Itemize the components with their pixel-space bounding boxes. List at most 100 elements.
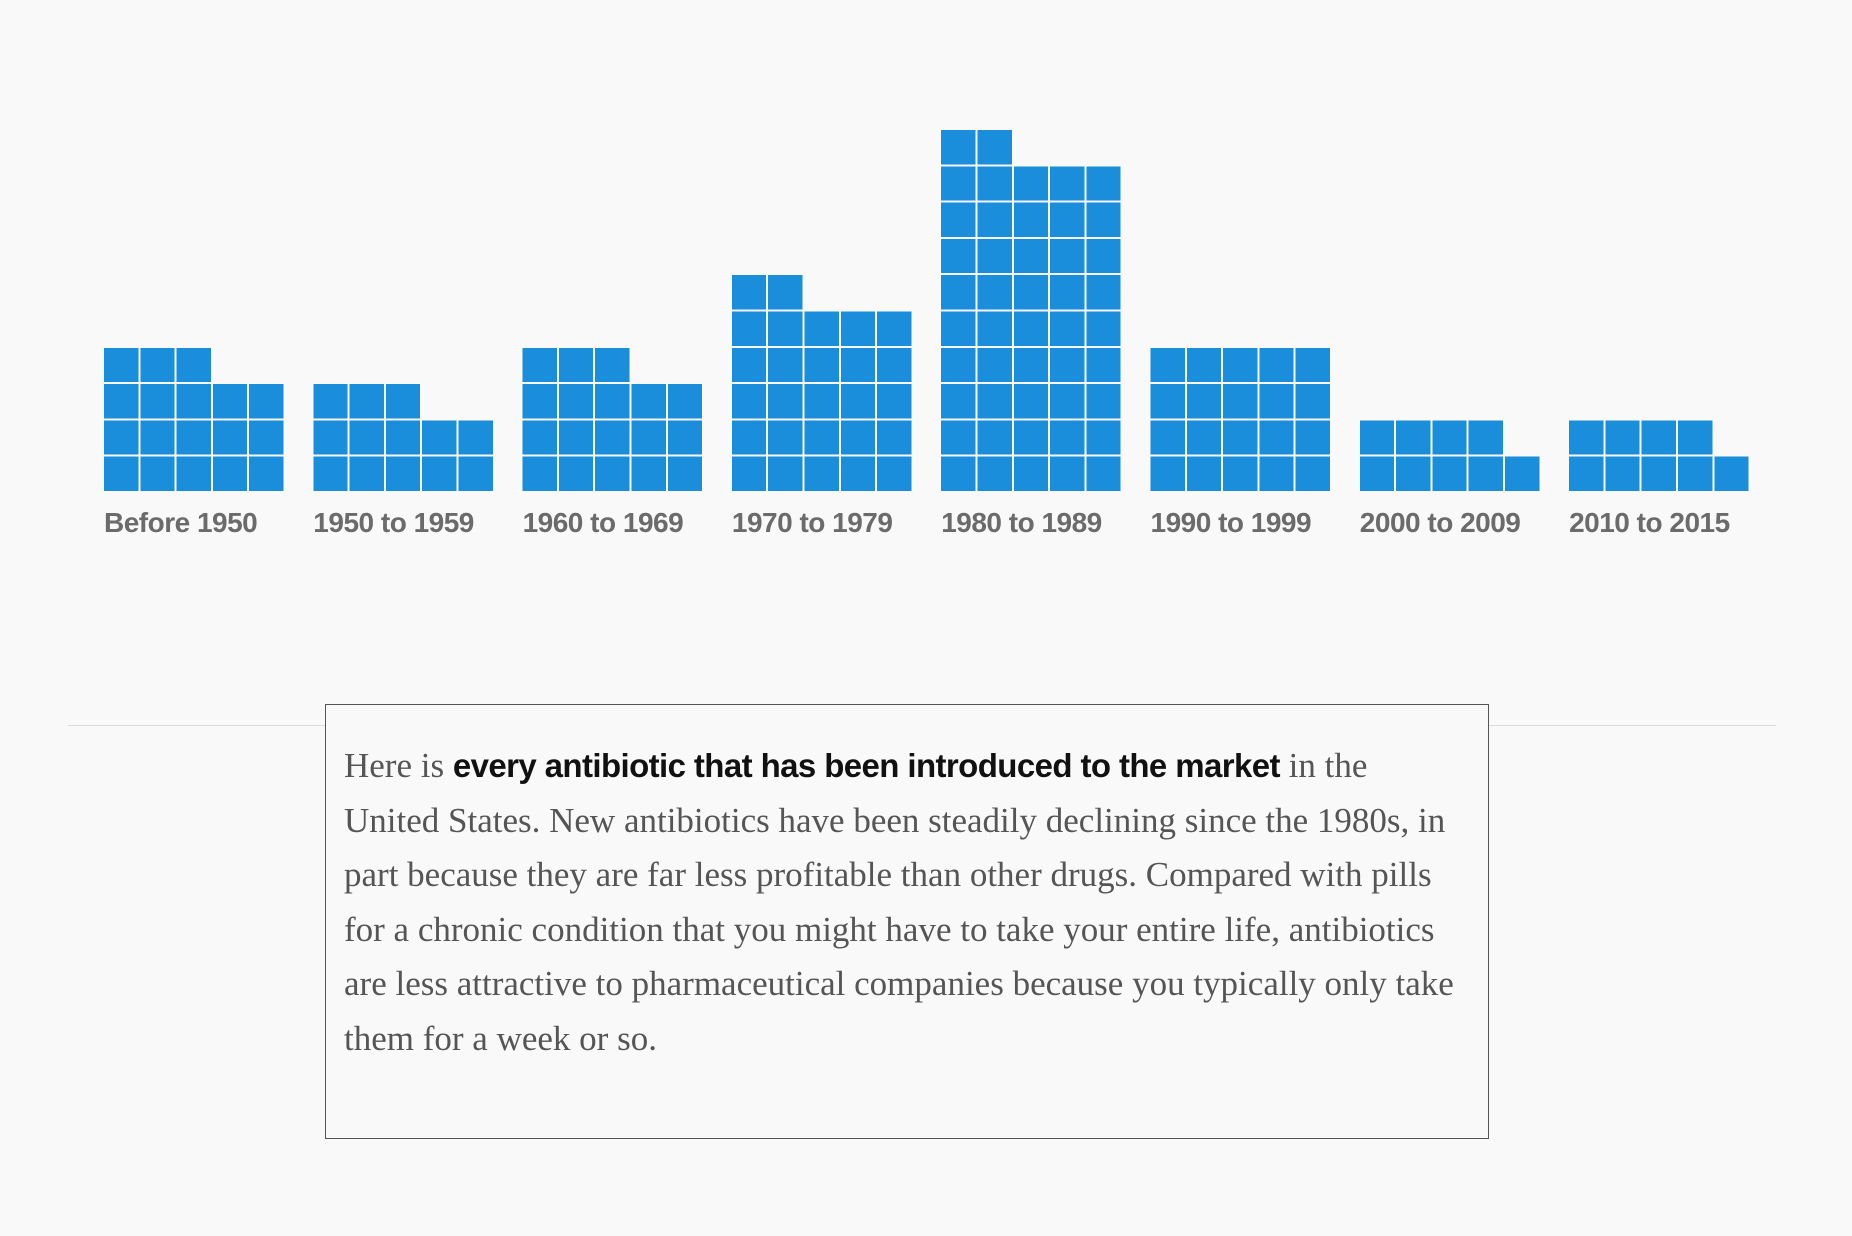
antibiotic-square bbox=[840, 456, 876, 491]
antibiotic-square bbox=[877, 311, 912, 346]
antibiotic-square bbox=[558, 384, 594, 419]
antibiotic-square bbox=[1295, 347, 1330, 383]
antibiotic-square bbox=[667, 384, 703, 419]
antibiotic-square bbox=[941, 384, 976, 419]
antibiotic-square bbox=[941, 347, 976, 383]
caption-emphasis: every antibiotic that has been introduce… bbox=[452, 747, 1281, 784]
antibiotic-square bbox=[941, 202, 976, 237]
antibiotic-square bbox=[667, 420, 703, 455]
antibiotic-square bbox=[1468, 420, 1503, 455]
antibiotic-square bbox=[1432, 456, 1467, 491]
antibiotic-square bbox=[977, 166, 1012, 201]
antibiotic-square bbox=[631, 384, 666, 419]
antibiotic-square bbox=[804, 311, 839, 346]
antibiotic-square bbox=[840, 420, 876, 455]
antibiotic-square bbox=[804, 456, 839, 491]
antibiotic-square bbox=[595, 384, 630, 419]
antibiotic-square bbox=[176, 347, 211, 383]
antibiotic-square bbox=[385, 456, 421, 491]
antibiotic-square bbox=[1013, 275, 1049, 310]
antibiotic-square bbox=[1086, 384, 1121, 419]
antibiotic-square bbox=[840, 311, 876, 346]
antibiotic-square bbox=[1223, 456, 1258, 491]
antibiotic-square bbox=[1086, 166, 1121, 201]
antibiotic-square bbox=[768, 275, 803, 310]
antibiotic-square bbox=[558, 347, 594, 383]
antibiotic-square bbox=[631, 456, 666, 491]
antibiotic-square bbox=[977, 238, 1012, 274]
antibiotic-square bbox=[1359, 420, 1395, 455]
category-label: 1980 to 1989 bbox=[941, 507, 1102, 538]
antibiotic-square bbox=[422, 420, 457, 455]
antibiotic-square bbox=[804, 420, 839, 455]
antibiotic-square bbox=[804, 347, 839, 383]
caption-text-before: Here is bbox=[344, 746, 453, 785]
antibiotic-square bbox=[1605, 456, 1640, 491]
antibiotic-square bbox=[104, 384, 139, 419]
antibiotic-square bbox=[1678, 456, 1713, 491]
antibiotic-square bbox=[1468, 456, 1503, 491]
category-group: 1960 to 1969 bbox=[522, 347, 703, 538]
antibiotic-square bbox=[1259, 384, 1294, 419]
antibiotic-square bbox=[1013, 311, 1049, 346]
antibiotic-square bbox=[349, 384, 384, 419]
caption-box: Here is every antibiotic that has been i… bbox=[325, 704, 1489, 1139]
antibiotic-square bbox=[1714, 456, 1749, 491]
antibiotic-square bbox=[1569, 420, 1604, 455]
antibiotic-square bbox=[104, 420, 139, 455]
category-group: 2000 to 2009 bbox=[1359, 420, 1540, 538]
antibiotic-square bbox=[249, 456, 284, 491]
antibiotic-square bbox=[349, 456, 384, 491]
antibiotic-square bbox=[977, 420, 1012, 455]
waffle-chart: Before 1950 1950 to 1959 1960 to 1969 1970 … bbox=[104, 130, 1749, 538]
antibiotic-square bbox=[631, 420, 666, 455]
category-label: 2010 to 2015 bbox=[1569, 507, 1730, 538]
antibiotic-square bbox=[558, 456, 594, 491]
antibiotic-square bbox=[977, 456, 1012, 491]
antibiotic-square bbox=[1259, 456, 1294, 491]
antibiotic-square bbox=[1150, 420, 1185, 455]
antibiotic-square bbox=[1186, 347, 1222, 383]
antibiotic-square bbox=[977, 347, 1012, 383]
antibiotic-square bbox=[1295, 420, 1330, 455]
antibiotic-square bbox=[1086, 347, 1121, 383]
antibiotic-square bbox=[840, 347, 876, 383]
antibiotic-square bbox=[313, 420, 348, 455]
antibiotic-square bbox=[1641, 456, 1676, 491]
antibiotic-square bbox=[768, 311, 803, 346]
antibiotic-square bbox=[140, 347, 175, 383]
antibiotic-square bbox=[877, 420, 912, 455]
antibiotic-square bbox=[1086, 275, 1121, 310]
antibiotic-square bbox=[941, 166, 976, 201]
antibiotic-square bbox=[1050, 420, 1085, 455]
antibiotic-square bbox=[977, 130, 1012, 165]
antibiotic-square bbox=[1013, 384, 1049, 419]
antibiotic-square bbox=[1050, 275, 1085, 310]
antibiotic-square bbox=[731, 384, 767, 419]
antibiotic-square bbox=[1086, 420, 1121, 455]
antibiotic-square bbox=[1641, 420, 1676, 455]
antibiotic-square bbox=[941, 311, 976, 346]
category-label: 1960 to 1969 bbox=[523, 507, 684, 538]
antibiotic-square bbox=[176, 456, 211, 491]
antibiotic-square bbox=[1086, 238, 1121, 274]
antibiotic-square bbox=[140, 420, 175, 455]
antibiotic-square bbox=[1259, 347, 1294, 383]
antibiotic-square bbox=[1050, 238, 1085, 274]
category-label: 2000 to 2009 bbox=[1360, 507, 1521, 538]
antibiotic-square bbox=[1150, 384, 1185, 419]
antibiotic-square bbox=[1359, 456, 1395, 491]
antibiotic-square bbox=[1050, 166, 1085, 201]
antibiotic-square bbox=[1678, 420, 1713, 455]
antibiotic-square bbox=[1086, 456, 1121, 491]
antibiotic-square bbox=[667, 456, 703, 491]
antibiotic-square bbox=[1013, 238, 1049, 274]
antibiotic-square bbox=[977, 384, 1012, 419]
antibiotic-square bbox=[1086, 202, 1121, 237]
antibiotic-square bbox=[977, 275, 1012, 310]
antibiotic-square bbox=[1086, 311, 1121, 346]
antibiotic-square bbox=[176, 420, 211, 455]
category-label: 1970 to 1979 bbox=[732, 507, 893, 538]
antibiotic-square bbox=[1013, 166, 1049, 201]
caption-text-after: in the United States. New antibiotics ha… bbox=[344, 746, 1454, 1058]
